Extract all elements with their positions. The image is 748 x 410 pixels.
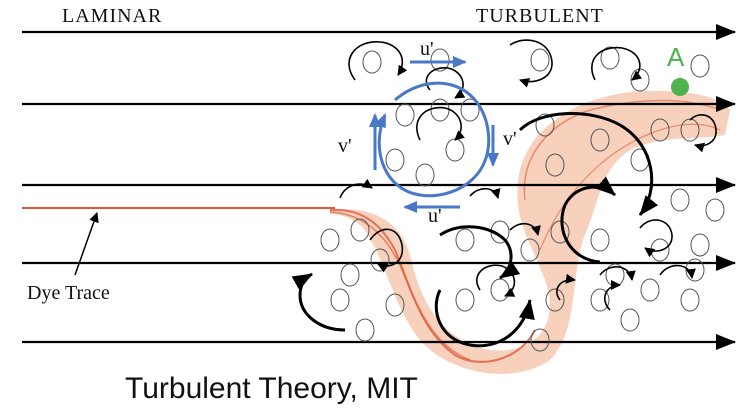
caption: Turbulent Theory, MIT [125, 372, 418, 405]
point-a-label: A [667, 42, 685, 72]
u-prime-bottom-label: u' [428, 205, 442, 227]
dye-trace-label: Dye Trace [27, 282, 110, 304]
turbulent-label: TURBULENT [476, 5, 604, 27]
laminar-label: LAMINAR [62, 5, 162, 27]
dye-trace-pointer [74, 212, 99, 276]
streamlines [22, 24, 736, 350]
velocity-fluctuation-loop [369, 56, 499, 213]
dye-plume [329, 90, 730, 374]
u-prime-top-label: u' [420, 38, 434, 60]
point-a-marker [671, 78, 689, 96]
v-prime-left-label: v' [338, 135, 352, 157]
particles [320, 46, 725, 352]
v-prime-right-label: v' [503, 128, 517, 150]
eddies-large [291, 112, 659, 348]
loop-arrow [374, 81, 491, 198]
